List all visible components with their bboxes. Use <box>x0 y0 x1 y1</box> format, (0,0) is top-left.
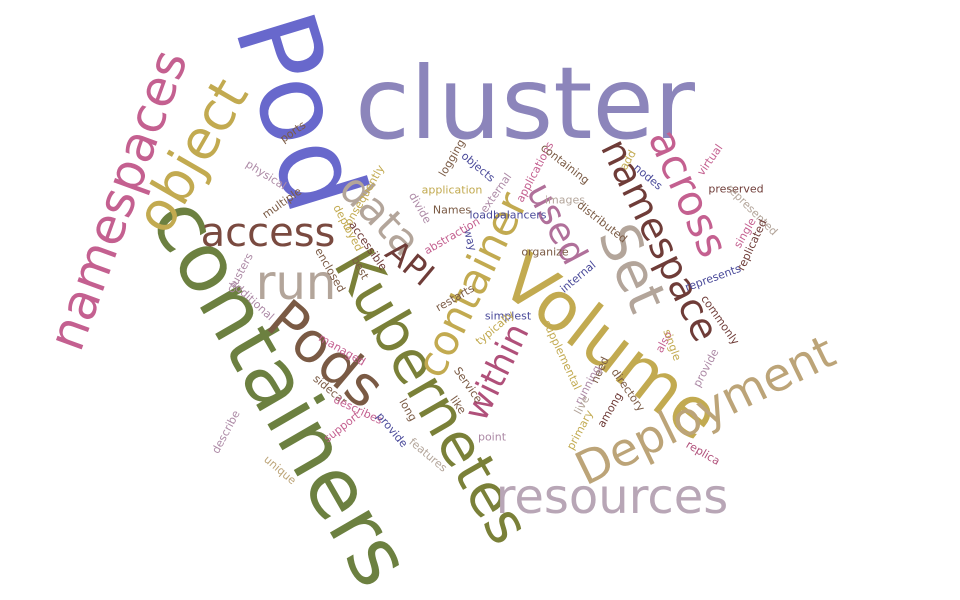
word-names: Names <box>432 203 472 217</box>
word-describe: describe <box>209 408 243 456</box>
word-resources: resources <box>495 469 729 525</box>
word-point: point <box>477 430 507 444</box>
word-images: images <box>545 193 585 207</box>
word-access: access <box>200 210 336 256</box>
word-replica: replica <box>683 438 723 468</box>
word-cluster: cluster <box>354 45 696 162</box>
word-loadbalancers: loadbalancers <box>469 208 547 222</box>
word-organize: organize <box>521 245 569 259</box>
word-preserved: preserved <box>708 182 764 196</box>
word-application: application <box>421 183 483 197</box>
word-simplest: simplest <box>484 309 532 323</box>
word-run: run <box>255 255 337 311</box>
